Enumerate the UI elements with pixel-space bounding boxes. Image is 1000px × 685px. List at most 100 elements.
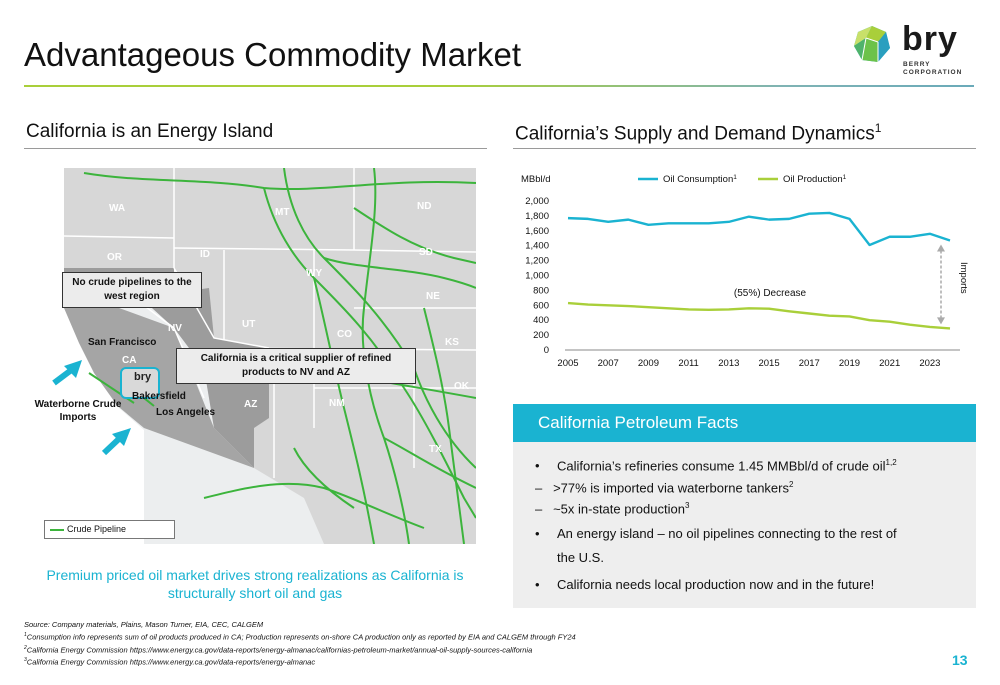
state-label-or: OR [107, 252, 122, 263]
pipeline-legend-swatch [50, 529, 64, 531]
x-tick-label: 2007 [598, 358, 619, 369]
state-label-co: CO [337, 329, 352, 340]
waterborne-arrow-icon [52, 360, 131, 456]
bry-marker-logo: bry [134, 371, 152, 383]
left-section-heading: California is an Energy Island [26, 121, 274, 142]
fact-item-5: the U.S. [557, 550, 604, 565]
fact-item-2-sup: 2 [789, 480, 794, 489]
right-heading-sup: 1 [874, 121, 882, 135]
state-label-ut: UT [242, 319, 256, 330]
fact-bullet-6: • [535, 577, 540, 592]
page-number: 13 [952, 652, 968, 668]
x-tick-label: 2009 [638, 358, 659, 369]
footnote-3: 3California Energy Commission https://ww… [24, 657, 316, 667]
city-label-los-angeles: Los Angeles [156, 407, 216, 418]
x-tick-label: 2011 [678, 358, 698, 369]
state-label-ok: OK [454, 381, 469, 392]
y-tick-label: 1,200 [525, 256, 549, 267]
x-tick-label: 2023 [919, 358, 940, 369]
fact-item-1-sup: 1,2 [885, 458, 897, 467]
right-section-heading: California’s Supply and Demand Dynamics1 [515, 121, 881, 145]
y-tick-label: 2,000 [525, 196, 549, 207]
fact-bullet-1: • [535, 458, 540, 473]
state-label-ca: CA [122, 355, 137, 366]
facts-header: California Petroleum Facts [513, 404, 976, 442]
x-tick-label: 2021 [879, 358, 900, 369]
annotation-imports: Imports [958, 262, 969, 294]
state-label-wa: WA [109, 203, 126, 214]
left-section-divider [24, 148, 487, 149]
gem-icon [854, 26, 890, 62]
logo-subtext-1: BERRY [903, 61, 931, 68]
state-label-wy: WY [306, 268, 323, 279]
y-tick-label: 0 [544, 345, 549, 356]
right-section-divider [513, 148, 976, 149]
logo-subtext-2: CORPORATION [903, 69, 963, 76]
city-label-bakersfield: Bakersfield [132, 391, 186, 402]
title-divider [24, 85, 974, 87]
map-legend: Crude Pipeline [44, 520, 175, 539]
state-label-ne: NE [426, 291, 440, 302]
fact-item-6: California needs local production now an… [557, 577, 875, 592]
state-label-mt: MT [275, 207, 290, 218]
fact-item-2-text: – >77% is imported via waterborne tanker… [535, 480, 789, 496]
footnote-1-text: Consumption info represents sum of oil p… [26, 632, 576, 642]
callout-no-pipelines: No crude pipelines to the west region [62, 272, 202, 308]
state-label-nm: NM [329, 398, 345, 409]
fact-item-1-text: California’s refineries consume 1.45 MMB… [557, 458, 886, 474]
x-tick-label: 2019 [839, 358, 860, 369]
y-tick-label: 400 [533, 315, 549, 326]
waterborne-label: Waterborne Crude Imports [34, 399, 122, 423]
page-title: Advantageous Commodity Market [24, 36, 522, 73]
x-tick-label: 2013 [718, 358, 739, 369]
fact-item-4: An energy island – no oil pipelines conn… [557, 526, 897, 541]
callout-critical-supplier: California is a critical supplier of ref… [176, 348, 416, 384]
x-tick-label: 2015 [758, 358, 779, 369]
y-tick-label: 600 [533, 300, 549, 311]
supply-demand-chart: MBbl/d 0 200 400 600 800 1,000 1,200 1,400 1,600 1… [513, 166, 976, 376]
petroleum-facts-box: California Petroleum Facts • California’… [513, 404, 976, 608]
state-label-id: ID [200, 249, 210, 260]
series-line-production [567, 301, 951, 330]
chart-svg: MBbl/d 0 200 400 600 800 1,000 1,200 1,400 1,600 1… [521, 174, 969, 369]
series-line-consumption [567, 211, 951, 247]
fact-item-2: – >77% is imported via waterborne tanker… [535, 480, 793, 495]
y-tick-label: 1,800 [525, 211, 549, 222]
state-label-tx: TX [429, 444, 442, 455]
footnote-3-text: California Energy Commission https://www… [26, 657, 316, 667]
x-tick-label: 2017 [799, 358, 820, 369]
logo-wordmark: bry [902, 20, 958, 58]
fact-item-3: – ~5x in-state production3 [535, 501, 689, 516]
footnote-1: 1Consumption info represents sum of oil … [24, 632, 576, 642]
y-tick-label: 1,000 [525, 271, 549, 282]
fact-item-3-sup: 3 [684, 501, 690, 510]
footnote-2: 2California Energy Commission https://ww… [24, 644, 533, 655]
pipeline-legend-label: Crude Pipeline [67, 524, 127, 534]
fact-item-3-text: – ~5x in-state production [535, 501, 685, 517]
state-label-nv: NV [168, 323, 182, 334]
tagline: Premium priced oil market drives strong … [46, 567, 464, 601]
us-west-map: WA OR ID MT ND SD WY NE NV UT CO CA AZ N… [24, 167, 477, 545]
facts-title: California Petroleum Facts [538, 413, 739, 432]
state-label-ks: KS [445, 337, 459, 348]
city-label-san-francisco: San Francisco [88, 337, 157, 348]
footnote-source: Source: Company materials, Plains, Mason… [24, 620, 264, 629]
x-tick-label: 2005 [557, 358, 578, 369]
y-tick-label: 1,400 [525, 241, 549, 252]
y-axis-label: MBbl/d [521, 174, 551, 185]
legend-label-production: Oil Production1 [783, 174, 847, 185]
y-tick-label: 800 [533, 285, 549, 296]
right-heading-text: California’s Supply and Demand Dynamics [515, 123, 875, 145]
footnotes: Source: Company materials, Plains, Mason… [24, 620, 924, 668]
state-label-nd: ND [417, 201, 432, 212]
imports-arrow-down-icon [937, 317, 945, 325]
state-label-az: AZ [244, 399, 258, 410]
company-logo: bry BERRY CORPORATION [848, 18, 978, 80]
fact-item-1: California’s refineries consume 1.45 MMB… [557, 458, 897, 473]
y-tick-label: 200 [533, 330, 549, 341]
fact-bullet-4: • [535, 526, 540, 541]
state-label-sd: SD [419, 247, 433, 258]
footnote-2-text: California Energy Commission https://www… [26, 645, 533, 654]
imports-arrow-up-icon [937, 244, 945, 252]
y-tick-label: 1,600 [525, 226, 549, 237]
